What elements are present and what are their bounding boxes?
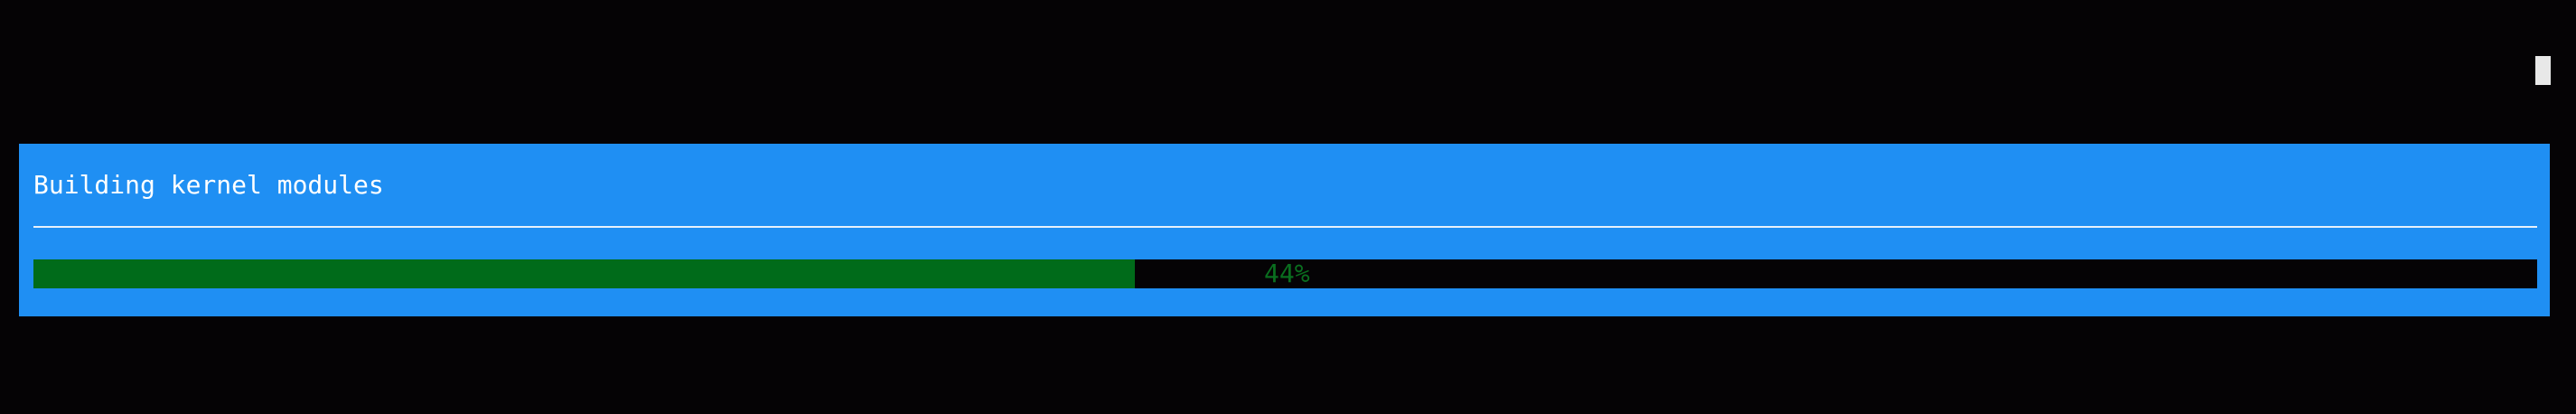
dialog-divider (33, 226, 2537, 228)
dialog-title: Building kernel modules (33, 170, 384, 200)
progress-percent-label: 44% (1264, 259, 1310, 288)
terminal-cursor (2535, 56, 2551, 85)
progress-bar: 44% (33, 259, 2537, 288)
progress-dialog: Building kernel modules 44% (19, 144, 2550, 316)
progress-bar-fill (33, 259, 1136, 288)
